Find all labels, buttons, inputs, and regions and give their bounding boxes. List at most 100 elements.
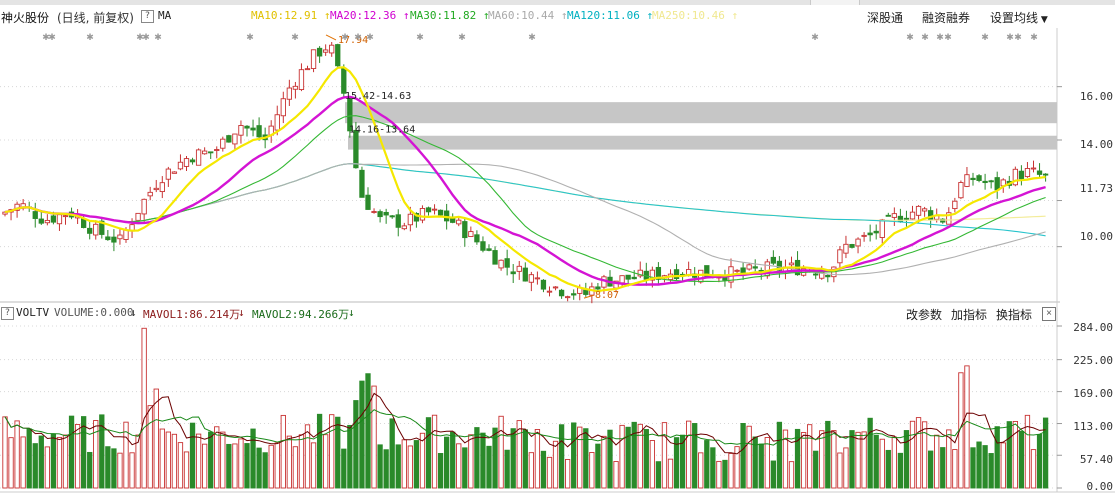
volume-bar (232, 443, 238, 489)
volume-bar (861, 431, 867, 489)
candle-body (788, 262, 795, 266)
shen-gu-tong-link[interactable]: 深股通 (867, 11, 904, 25)
volume-bar (1042, 417, 1049, 489)
volume-bar (655, 461, 662, 489)
volume-bar (220, 431, 226, 489)
volume-help-icon[interactable]: ? (1, 307, 14, 320)
candle-body (341, 67, 347, 94)
volume-bar (62, 434, 69, 489)
volume-bar (825, 420, 831, 489)
indicator-name[interactable]: MA (158, 9, 172, 22)
volume-bar (819, 430, 825, 489)
volume-bar (921, 421, 928, 489)
candle-body (861, 234, 867, 237)
candle-body (837, 249, 843, 264)
add-indicator-button[interactable]: 加指标 (951, 308, 988, 322)
volume-bar (758, 443, 764, 489)
ma-settings-button[interactable]: 设置均线 ▼ (990, 9, 1048, 26)
volume-bar (534, 429, 541, 489)
event-marker: ✱ (291, 32, 299, 42)
volume-bar (649, 440, 656, 489)
volume-indicator-name[interactable]: VOLTV (16, 306, 50, 319)
mavol1-value: MAVOL1:86.214万 (143, 308, 241, 321)
volume-bar (934, 434, 940, 489)
low-pointer (583, 294, 595, 299)
volume-bar (734, 446, 740, 489)
close-icon[interactable]: × (1042, 307, 1056, 321)
price-tick-label: 16.00 (1079, 90, 1113, 103)
candle-body (498, 259, 504, 269)
candle-body (952, 200, 958, 210)
volume-bar (377, 444, 383, 489)
candle-body (274, 114, 280, 131)
candle-body (329, 44, 335, 54)
volume-bar (44, 446, 51, 489)
ma-legend-item: MA10:12.91 ↑ (251, 9, 331, 22)
candle-body (516, 265, 522, 272)
candle-body (220, 138, 226, 149)
margin-trading-link[interactable]: 融资融券 (922, 11, 971, 25)
help-icon[interactable]: ? (141, 10, 154, 23)
volume-bar (2, 416, 8, 489)
change-params-button[interactable]: 改参数 (906, 308, 943, 322)
volume-bar (994, 426, 1000, 489)
candle-body (425, 207, 432, 213)
volume-bar (26, 428, 32, 489)
event-marker: ✱ (366, 32, 374, 42)
volume-bar (837, 452, 843, 489)
candle-body (909, 211, 916, 220)
candle-body (171, 171, 178, 174)
volume-bar (885, 449, 891, 489)
volume-bar (940, 447, 946, 489)
volume-bar (601, 435, 607, 489)
volume-tick-label: 169.00 (1073, 387, 1113, 400)
candle-body (474, 234, 480, 243)
ma-legend-item: MA30:11.82 ↑ (410, 9, 490, 22)
volume-bar (74, 424, 81, 489)
candle-body (292, 85, 299, 90)
candle-body (395, 214, 401, 228)
candle-body (776, 260, 783, 271)
gap-lower-label: 14.16-13.64 (349, 125, 415, 136)
candle-body (510, 271, 516, 275)
candle-body (286, 87, 292, 100)
volume-bar (280, 414, 286, 489)
volume-value: VOLUME:0.000 (54, 306, 134, 319)
candle-body (389, 215, 395, 218)
volume-bar (413, 440, 420, 489)
volume-bar (909, 420, 916, 489)
volume-bar (1024, 414, 1031, 489)
volume-bar (87, 451, 93, 489)
candle-body (619, 275, 625, 284)
candle-body (534, 277, 541, 280)
volume-bar (607, 429, 613, 489)
candle-body (244, 125, 250, 129)
volume-bar (571, 422, 577, 489)
candle-body (316, 47, 323, 57)
candle-body (56, 214, 63, 225)
candle-body (232, 133, 238, 145)
volume-bar (952, 449, 958, 489)
switch-indicator-button[interactable]: 换指标 (996, 308, 1033, 322)
volume-bar (310, 442, 317, 489)
volume-bar (353, 400, 359, 489)
active-tab[interactable] (810, 0, 860, 5)
volume-bar (843, 447, 849, 489)
volume-bar (631, 421, 637, 489)
candle-body (879, 219, 885, 238)
candle-body (825, 274, 831, 278)
high-label: 17.94 (338, 35, 368, 46)
volume-bar (419, 432, 426, 489)
volume-bar (183, 451, 190, 489)
volume-tick-label: 57.40 (1079, 453, 1113, 466)
candle-body (377, 211, 383, 218)
volume-bar (1036, 433, 1043, 489)
ma-settings-label: 设置均线 (990, 11, 1039, 25)
volume-bar (764, 437, 770, 489)
volume-bar (746, 425, 752, 489)
volume-bar (589, 452, 595, 489)
candle-body (2, 211, 8, 215)
volume-bar (637, 423, 643, 489)
candle-body (946, 212, 952, 225)
